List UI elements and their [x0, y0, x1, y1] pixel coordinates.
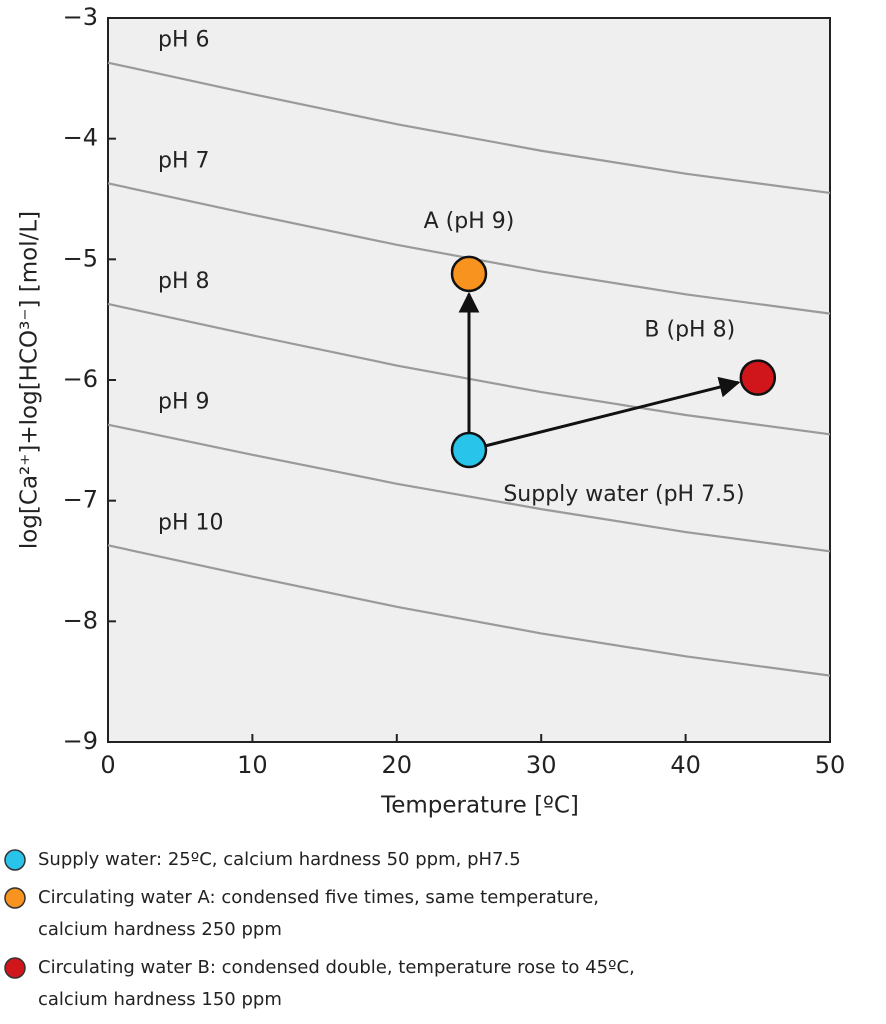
- curve-label: pH 9: [158, 390, 210, 415]
- y-tick-label: −3: [63, 3, 98, 31]
- curve-label: pH 6: [158, 28, 210, 53]
- x-tick-label: 40: [670, 751, 701, 779]
- x-axis-title: Temperature [ºC]: [380, 793, 579, 819]
- curve: [107, 423, 831, 553]
- y-tick-label: −6: [63, 365, 98, 393]
- curve: [107, 544, 831, 677]
- legend-text: calcium hardness 250 ppm: [38, 919, 282, 940]
- y-tick-label: −9: [63, 727, 98, 755]
- legend-swatch: [4, 957, 26, 979]
- x-tick-label: 30: [526, 751, 557, 779]
- legend-text: Circulating water B: condensed double, t…: [38, 957, 635, 978]
- legend-text: Circulating water A: condensed five time…: [38, 887, 599, 908]
- y-tick-label: −4: [63, 124, 98, 152]
- point: [450, 255, 488, 293]
- arrow: [486, 376, 741, 448]
- x-tick-label: 0: [100, 751, 115, 779]
- point: [739, 359, 777, 396]
- curve-label: pH 10: [158, 510, 224, 535]
- point-label: A (pH 9): [424, 209, 515, 234]
- x-tick-label: 10: [237, 751, 268, 779]
- point-label: B (pH 8): [644, 318, 735, 343]
- y-tick-label: −8: [63, 606, 98, 634]
- point: [450, 431, 488, 469]
- legend-swatch: [4, 849, 26, 871]
- legend-text: calcium hardness 150 ppm: [38, 989, 282, 1010]
- legend-swatch: [4, 887, 26, 909]
- legend-text: Supply water: 25ºC, calcium hardness 50 …: [38, 849, 521, 870]
- y-axis-title: log[Ca²⁺]+log[HCO³⁻] [mol/L]: [17, 211, 43, 549]
- x-tick-label: 20: [382, 751, 413, 779]
- curve-label: pH 8: [158, 269, 210, 294]
- curve-label: pH 7: [158, 148, 210, 173]
- y-tick-label: −7: [63, 486, 98, 514]
- x-tick-label: 50: [815, 751, 846, 779]
- y-tick-label: −5: [63, 244, 98, 272]
- curve: [107, 61, 831, 195]
- point-label: Supply water (pH 7.5): [503, 482, 744, 507]
